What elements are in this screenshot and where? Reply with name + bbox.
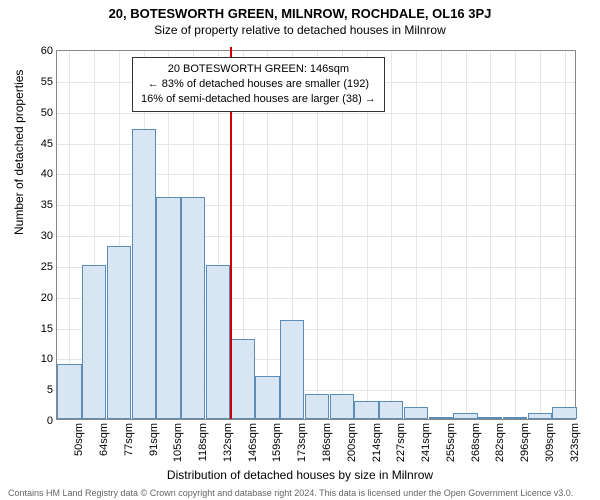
histogram-bar [552, 407, 576, 419]
x-tick-label: 282sqm [494, 423, 506, 462]
chart-subtitle: Size of property relative to detached ho… [0, 21, 600, 37]
x-tick-label: 64sqm [98, 423, 110, 456]
x-tick-label: 296sqm [519, 423, 531, 462]
x-tick-label: 50sqm [73, 423, 85, 456]
histogram-bar [181, 197, 205, 419]
histogram-bar [231, 339, 255, 419]
x-tick-label: 77sqm [123, 423, 135, 456]
histogram-bar [528, 413, 552, 419]
histogram-bar [330, 394, 354, 419]
annotation-box: 20 BOTESWORTH GREEN: 146sqm← 83% of deta… [132, 57, 385, 112]
x-tick-label: 200sqm [346, 423, 358, 462]
histogram-bar [429, 417, 453, 419]
grid-line [540, 51, 541, 419]
histogram-bar [354, 401, 378, 420]
x-tick-label: 132sqm [222, 423, 234, 462]
x-tick-label: 159sqm [271, 423, 283, 462]
chart-title: 20, BOTESWORTH GREEN, MILNROW, ROCHDALE,… [0, 0, 600, 21]
y-tick-label: 20 [41, 292, 53, 304]
histogram-bar [107, 246, 131, 419]
y-tick-label: 30 [41, 230, 53, 242]
x-axis-label: Distribution of detached houses by size … [0, 468, 600, 482]
y-tick-label: 40 [41, 168, 53, 180]
x-tick-label: 118sqm [197, 423, 209, 461]
x-tick-label: 241sqm [420, 423, 432, 462]
y-tick-label: 45 [41, 138, 53, 150]
chart-container: 20, BOTESWORTH GREEN, MILNROW, ROCHDALE,… [0, 0, 600, 500]
annotation-line: ← 83% of detached houses are smaller (19… [141, 77, 376, 92]
histogram-bar [255, 376, 279, 419]
x-tick-label: 105sqm [172, 423, 184, 462]
x-tick-label: 309sqm [544, 423, 556, 462]
plot-area: 05101520253035404550556050sqm64sqm77sqm9… [56, 50, 576, 420]
y-tick-label: 5 [47, 384, 53, 396]
x-tick-label: 91sqm [148, 423, 160, 456]
histogram-bar [503, 417, 527, 419]
grid-line [416, 51, 417, 419]
grid-line [441, 51, 442, 419]
y-axis-label: Number of detached properties [12, 70, 26, 235]
y-tick-label: 15 [41, 323, 53, 335]
x-tick-label: 323sqm [569, 423, 581, 462]
histogram-bar [57, 364, 81, 420]
histogram-bar [82, 265, 106, 419]
y-tick-label: 10 [41, 353, 53, 365]
y-tick-label: 55 [41, 76, 53, 88]
x-tick-label: 173sqm [296, 423, 308, 462]
grid-line [490, 51, 491, 419]
y-tick-label: 25 [41, 261, 53, 273]
x-tick-label: 146sqm [247, 423, 259, 462]
histogram-bar [478, 417, 502, 419]
histogram-bar [305, 394, 329, 419]
grid-line [515, 51, 516, 419]
x-tick-label: 214sqm [371, 423, 383, 462]
y-tick-label: 50 [41, 107, 53, 119]
histogram-bar [132, 129, 156, 419]
grid-line [57, 113, 575, 114]
grid-line [565, 51, 566, 419]
histogram-bar [206, 265, 230, 419]
x-tick-label: 186sqm [321, 423, 333, 462]
y-tick-label: 0 [47, 415, 53, 427]
x-tick-label: 255sqm [445, 423, 457, 462]
x-tick-label: 268sqm [470, 423, 482, 462]
copyright-notice: Contains HM Land Registry data © Crown c… [8, 488, 573, 498]
histogram-bar [404, 407, 428, 419]
annotation-line: 16% of semi-detached houses are larger (… [141, 92, 376, 107]
annotation-line: 20 BOTESWORTH GREEN: 146sqm [141, 62, 376, 77]
histogram-bar [156, 197, 180, 419]
grid-line [466, 51, 467, 419]
y-tick-label: 35 [41, 199, 53, 211]
histogram-bar [280, 320, 304, 419]
histogram-bar [453, 413, 477, 419]
histogram-bar [379, 401, 403, 420]
grid-line [391, 51, 392, 419]
y-tick-label: 60 [41, 45, 53, 57]
x-tick-label: 227sqm [395, 423, 407, 462]
